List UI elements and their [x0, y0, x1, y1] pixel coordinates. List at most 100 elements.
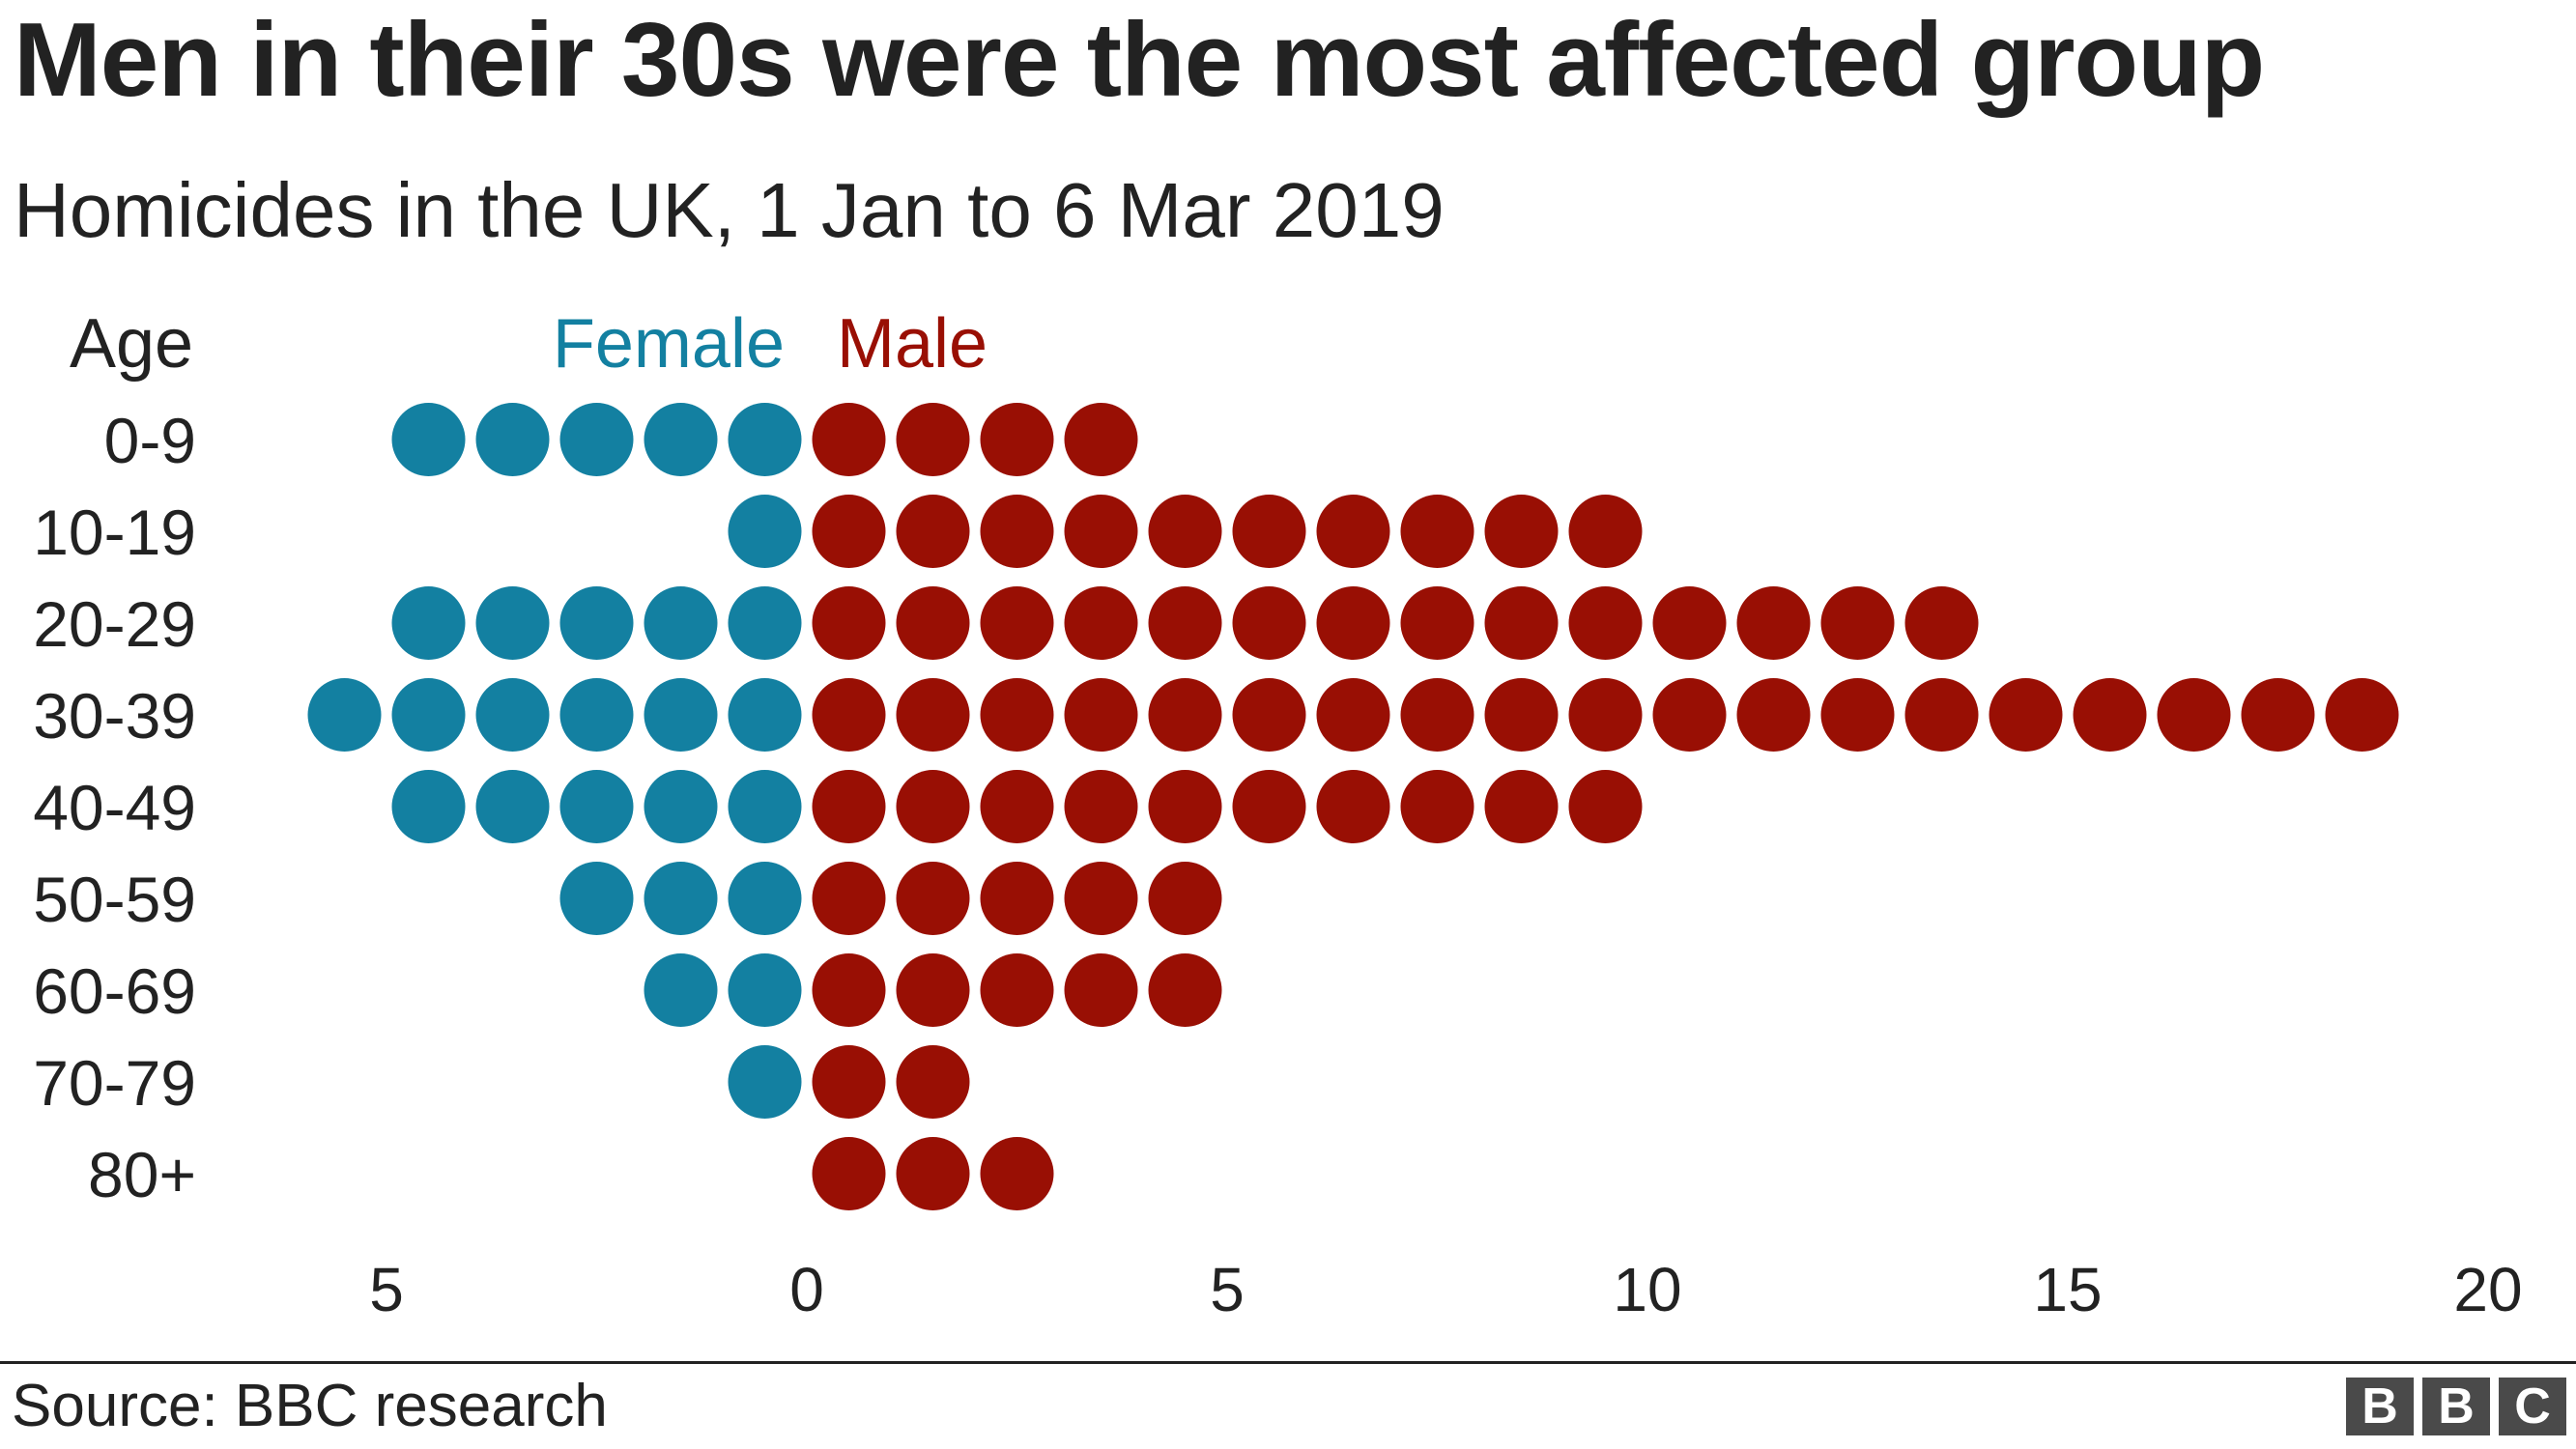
- male-dot: [980, 495, 1054, 568]
- y-axis-label: Age: [70, 305, 193, 383]
- female-dot: [644, 678, 718, 752]
- male-dot: [1232, 586, 1306, 660]
- male-dot: [1064, 586, 1138, 660]
- male-dot: [812, 1045, 886, 1119]
- male-dot: [980, 403, 1054, 476]
- bbc-logo-block: C: [2499, 1378, 2566, 1435]
- male-dot: [896, 953, 970, 1027]
- male-dot: [980, 770, 1054, 843]
- male-dot: [1568, 678, 1643, 752]
- male-dot: [1989, 678, 2063, 752]
- male-dot: [1820, 586, 1895, 660]
- male-dot: [2325, 678, 2399, 752]
- female-dot: [391, 678, 466, 752]
- male-dot: [980, 1137, 1054, 1210]
- age-label: 80+: [88, 1139, 196, 1210]
- female-dot: [728, 862, 802, 935]
- dots: [307, 403, 2399, 1210]
- female-dot: [559, 403, 634, 476]
- age-label: 10-19: [33, 497, 196, 568]
- male-dot: [1064, 678, 1138, 752]
- male-dot: [896, 770, 970, 843]
- female-dot: [644, 586, 718, 660]
- male-dot: [1736, 678, 1811, 752]
- male-dot: [1232, 678, 1306, 752]
- male-dot: [812, 586, 886, 660]
- male-dot: [980, 586, 1054, 660]
- source-note: Source: BBC research: [12, 1373, 608, 1439]
- female-dot: [391, 403, 466, 476]
- male-dot: [896, 1045, 970, 1119]
- male-dot: [1736, 586, 1811, 660]
- male-dot: [1904, 678, 1979, 752]
- female-dot: [559, 862, 634, 935]
- male-dot: [1148, 495, 1222, 568]
- female-dot: [644, 403, 718, 476]
- male-dot: [896, 495, 970, 568]
- male-dot: [980, 953, 1054, 1027]
- female-dot: [475, 770, 550, 843]
- male-dot: [812, 770, 886, 843]
- female-dot: [728, 403, 802, 476]
- male-dot: [1148, 862, 1222, 935]
- male-dot: [1904, 586, 1979, 660]
- age-label: 30-39: [33, 680, 196, 752]
- female-dot: [559, 770, 634, 843]
- male-dot: [812, 1137, 886, 1210]
- male-dot: [1316, 770, 1390, 843]
- male-dot: [1820, 678, 1895, 752]
- bbc-logo: B B C: [2346, 1378, 2566, 1435]
- male-dot: [1484, 586, 1559, 660]
- bbc-logo-block: B: [2422, 1378, 2490, 1435]
- age-label: 70-79: [33, 1047, 196, 1119]
- male-dot: [812, 678, 886, 752]
- male-dot: [1484, 678, 1559, 752]
- male-dot: [1316, 678, 1390, 752]
- male-dot: [1568, 586, 1643, 660]
- male-dot: [1400, 678, 1474, 752]
- male-dot: [1064, 862, 1138, 935]
- male-dot: [1148, 678, 1222, 752]
- male-dot: [812, 495, 886, 568]
- male-dot: [2241, 678, 2315, 752]
- male-dot: [1148, 770, 1222, 843]
- male-dot: [1232, 495, 1306, 568]
- male-dot: [896, 1137, 970, 1210]
- age-label: 60-69: [33, 955, 196, 1027]
- x-tick-label: 20: [2453, 1255, 2522, 1324]
- female-dot: [559, 678, 634, 752]
- female-dot: [728, 586, 802, 660]
- male-dot: [1316, 586, 1390, 660]
- female-dot: [728, 953, 802, 1027]
- bbc-logo-block: B: [2346, 1378, 2414, 1435]
- female-dot: [307, 678, 382, 752]
- male-dot: [1064, 403, 1138, 476]
- female-dot: [644, 770, 718, 843]
- female-dot: [475, 586, 550, 660]
- chart-title: Men in their 30s were the most affected …: [14, 1, 2265, 119]
- legend-male: Male: [837, 305, 987, 383]
- footer-divider: [0, 1361, 2576, 1364]
- x-tick-label: 5: [369, 1255, 404, 1324]
- dot-pyramid-chart: Age Female Male 0-9 10-19 20-29 30-39 40-49 5…: [33, 305, 2522, 1324]
- male-dot: [896, 862, 970, 935]
- female-dot: [728, 678, 802, 752]
- male-dot: [1568, 770, 1643, 843]
- male-dot: [812, 953, 886, 1027]
- male-dot: [1064, 495, 1138, 568]
- male-dot: [896, 403, 970, 476]
- male-dot: [1400, 586, 1474, 660]
- male-dot: [1568, 495, 1643, 568]
- male-dot: [980, 862, 1054, 935]
- male-dot: [1232, 770, 1306, 843]
- age-label: 20-29: [33, 588, 196, 660]
- chart-subtitle: Homicides in the UK, 1 Jan to 6 Mar 2019: [14, 167, 1445, 253]
- age-label: 40-49: [33, 772, 196, 843]
- male-dot: [2073, 678, 2147, 752]
- female-dot: [644, 862, 718, 935]
- female-dot: [391, 586, 466, 660]
- male-dot: [1064, 953, 1138, 1027]
- age-label: 50-59: [33, 864, 196, 935]
- male-dot: [1064, 770, 1138, 843]
- female-dot: [728, 1045, 802, 1119]
